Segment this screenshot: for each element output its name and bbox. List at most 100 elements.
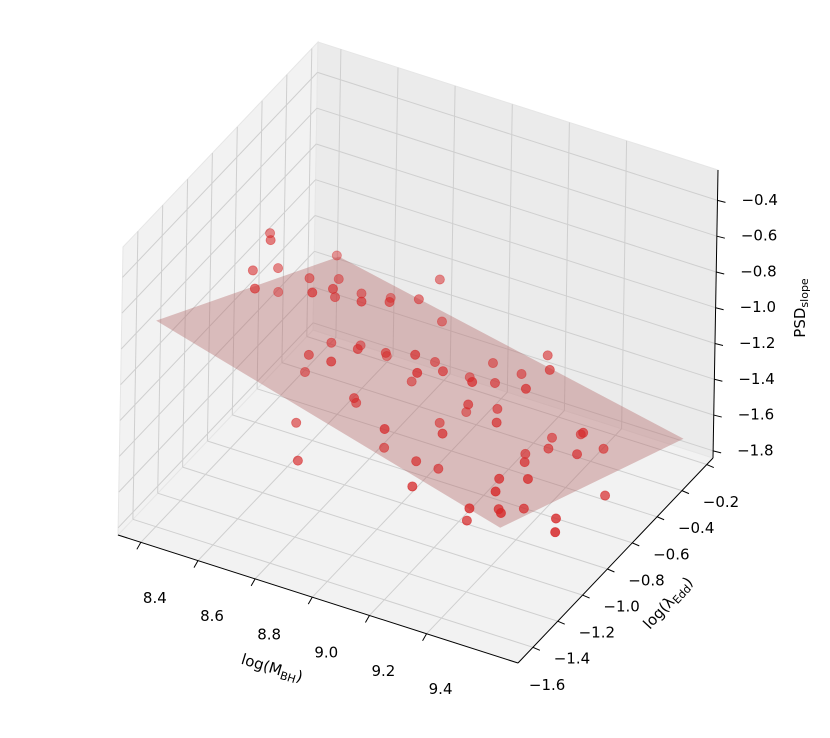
data-point [273, 263, 284, 274]
data-point [522, 473, 533, 484]
x-tick-label: 8.6 [200, 607, 224, 625]
grid-line [157, 492, 558, 622]
data-point [429, 356, 440, 367]
z-tick-label: −1.4 [738, 370, 774, 388]
data-point [516, 368, 527, 379]
data-point [433, 463, 444, 474]
tick-mark [716, 271, 725, 275]
grid-line [120, 179, 316, 386]
grid-line [311, 391, 508, 598]
grid-line [207, 440, 608, 570]
data-point [519, 457, 530, 468]
grid-line [119, 215, 316, 421]
data-point [247, 265, 258, 276]
grid-line [426, 428, 622, 635]
data-point [437, 428, 448, 439]
data-point [494, 473, 505, 484]
data-point [572, 449, 583, 460]
data-point [304, 273, 315, 284]
tick-mark [557, 620, 565, 625]
grid-line [121, 107, 318, 314]
grid-line [117, 322, 314, 529]
y-tick-label: −1.4 [554, 650, 590, 668]
x-label-sub: BH [278, 669, 297, 686]
grid-line [306, 336, 707, 465]
data-point [379, 442, 390, 453]
data-point [249, 283, 260, 294]
grid-line [256, 100, 263, 389]
tick-mark [713, 450, 722, 454]
tick-mark [364, 615, 370, 623]
tick-mark [656, 516, 665, 521]
data-point [492, 403, 503, 414]
grid-line [314, 215, 716, 344]
x-label-tail: ) [294, 666, 305, 685]
data-point [491, 417, 502, 428]
grid-line [314, 250, 715, 380]
tick-mark [532, 646, 541, 651]
tick-mark [716, 235, 725, 239]
grid-line [119, 250, 315, 457]
tick-mark [713, 414, 722, 418]
grid-line [256, 388, 658, 518]
data-point [291, 417, 302, 428]
data-point [437, 366, 448, 377]
data-point [489, 377, 500, 388]
data-point [412, 367, 423, 378]
data-point [379, 424, 390, 435]
grid-line [317, 71, 718, 201]
y-tick-label: −1.6 [529, 676, 565, 694]
data-point [265, 235, 276, 246]
data-point [467, 376, 478, 387]
tick-mark [681, 490, 690, 495]
data-point [434, 417, 445, 428]
data-point [307, 287, 318, 298]
tick-mark [136, 542, 142, 550]
y-tick-label: −0.4 [678, 519, 714, 537]
grid-line [132, 518, 534, 648]
tick-mark [714, 343, 724, 347]
data-point [326, 337, 337, 348]
data-point [352, 343, 363, 354]
data-point [550, 527, 561, 538]
y-tick-label: −1.2 [579, 624, 615, 642]
grid-line [315, 179, 716, 309]
data-point [461, 407, 472, 418]
x-tick-label: 8.8 [257, 625, 281, 643]
z-tick-label: −1.2 [739, 334, 775, 352]
tick-mark [717, 199, 726, 203]
data-point [434, 274, 445, 285]
x-axis-line [117, 534, 519, 664]
z-label-text: PSD [791, 308, 809, 338]
data-point [520, 448, 531, 459]
z-axis-label: PSDslope [791, 278, 812, 338]
data-point [273, 287, 284, 298]
z-tick-label: −1.8 [737, 441, 773, 459]
data-point [326, 356, 337, 367]
z-tick-label: −1.6 [738, 406, 774, 424]
data-point [542, 350, 553, 361]
grid-line [232, 414, 633, 544]
data-point [495, 508, 506, 519]
grid-line [132, 231, 139, 520]
y-tick-label: −0.2 [703, 493, 739, 511]
grid-line [254, 373, 451, 580]
grid-line [182, 179, 189, 468]
data-point [327, 283, 338, 294]
data-point [384, 296, 395, 307]
data-point [436, 316, 447, 327]
data-point [543, 443, 554, 454]
y-tick-label: −1.0 [603, 597, 639, 615]
data-point [544, 364, 555, 375]
data-point [410, 349, 421, 360]
grid-line [231, 126, 238, 415]
z-tick-label: −0.8 [740, 262, 776, 280]
data-point [356, 296, 367, 307]
tick-mark [422, 633, 428, 641]
data-point [351, 397, 362, 408]
tick-mark [307, 596, 313, 605]
data-point [490, 486, 501, 497]
data-point [292, 455, 303, 466]
data-point [330, 292, 341, 303]
